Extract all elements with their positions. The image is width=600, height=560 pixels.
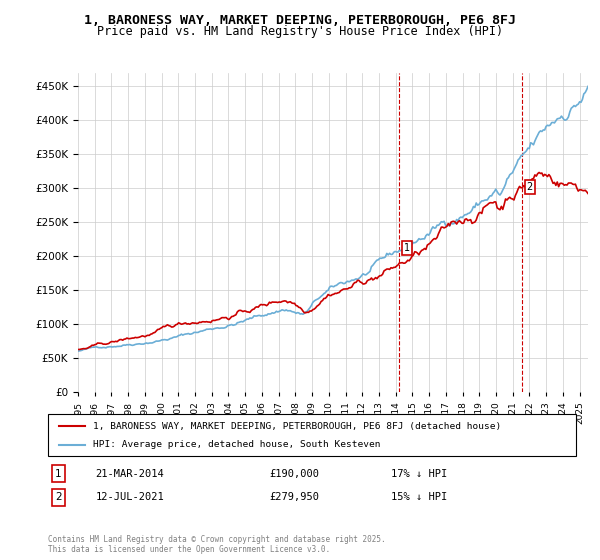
Text: 1: 1 (55, 469, 62, 479)
Text: 1, BARONESS WAY, MARKET DEEPING, PETERBOROUGH, PE6 8FJ: 1, BARONESS WAY, MARKET DEEPING, PETERBO… (84, 14, 516, 27)
Text: 2: 2 (55, 492, 62, 502)
Text: Contains HM Land Registry data © Crown copyright and database right 2025.
This d: Contains HM Land Registry data © Crown c… (48, 535, 386, 554)
Text: HPI: Average price, detached house, South Kesteven: HPI: Average price, detached house, Sout… (93, 440, 380, 449)
Text: 1: 1 (404, 242, 410, 253)
Text: Price paid vs. HM Land Registry's House Price Index (HPI): Price paid vs. HM Land Registry's House … (97, 25, 503, 38)
Text: 12-JUL-2021: 12-JUL-2021 (95, 492, 164, 502)
Text: 15% ↓ HPI: 15% ↓ HPI (391, 492, 448, 502)
Text: 21-MAR-2014: 21-MAR-2014 (95, 469, 164, 479)
Text: 1, BARONESS WAY, MARKET DEEPING, PETERBOROUGH, PE6 8FJ (detached house): 1, BARONESS WAY, MARKET DEEPING, PETERBO… (93, 422, 501, 431)
Text: £279,950: £279,950 (270, 492, 320, 502)
Text: £190,000: £190,000 (270, 469, 320, 479)
Text: 17% ↓ HPI: 17% ↓ HPI (391, 469, 448, 479)
Text: 2: 2 (527, 181, 533, 192)
FancyBboxPatch shape (48, 414, 576, 456)
